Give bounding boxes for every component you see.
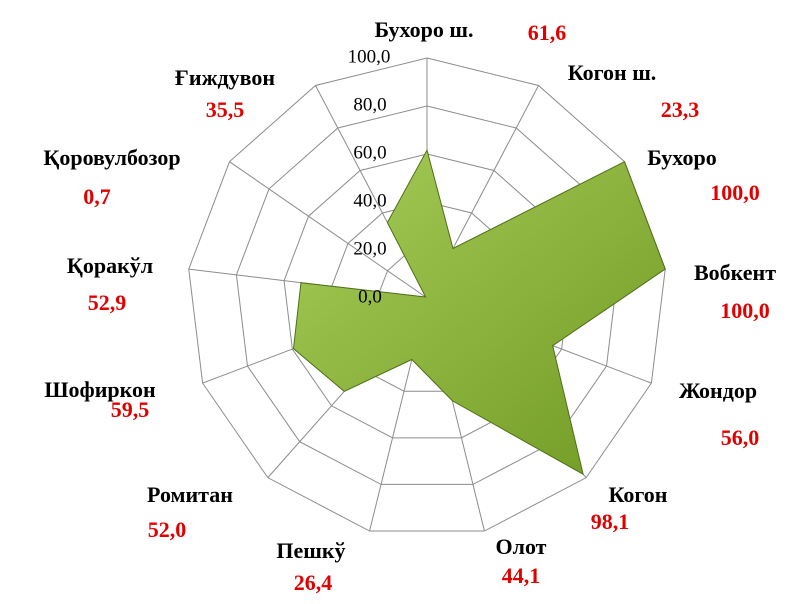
category-label: Бухоро ш. [375, 17, 474, 42]
tick-label: 40,0 [353, 190, 386, 211]
value-label: 59,5 [111, 397, 150, 422]
category-label: Жондор [679, 378, 757, 403]
value-label: 52,0 [148, 517, 187, 542]
data-area [292, 148, 666, 476]
category-label: Пешкў [276, 538, 345, 563]
value-label: 35,5 [206, 97, 245, 122]
category-label: Шофиркон [44, 377, 156, 402]
value-label: 44,1 [502, 563, 541, 588]
category-label: Ромитан [147, 482, 233, 507]
tick-label: 20,0 [353, 238, 386, 259]
category-label: Когон ш. [568, 60, 657, 85]
category-label: Бухоро [647, 145, 716, 170]
tick-label: 60,0 [353, 142, 386, 163]
value-label: 98,1 [591, 509, 630, 534]
value-label: 100,0 [720, 298, 770, 323]
category-label: Қоровулбозор [43, 145, 180, 170]
value-label: 56,0 [721, 425, 760, 450]
value-label: 0,7 [83, 184, 111, 209]
tick-label: 0,0 [358, 286, 382, 307]
category-label: Олот [496, 534, 547, 559]
value-label: 100,0 [710, 180, 760, 205]
category-label: Ғиждувон [175, 65, 275, 90]
category-label: Қоракўл [67, 253, 153, 278]
value-label: 61,6 [528, 20, 567, 45]
category-label: Когон [609, 482, 668, 507]
category-label: Вобкент [694, 260, 776, 285]
spoke [229, 161, 428, 299]
value-label: 52,9 [88, 290, 127, 315]
tick-label: 100,0 [348, 46, 391, 67]
value-label: 23,3 [661, 97, 700, 122]
value-label: 26,4 [294, 570, 333, 595]
tick-label: 80,0 [353, 94, 386, 115]
